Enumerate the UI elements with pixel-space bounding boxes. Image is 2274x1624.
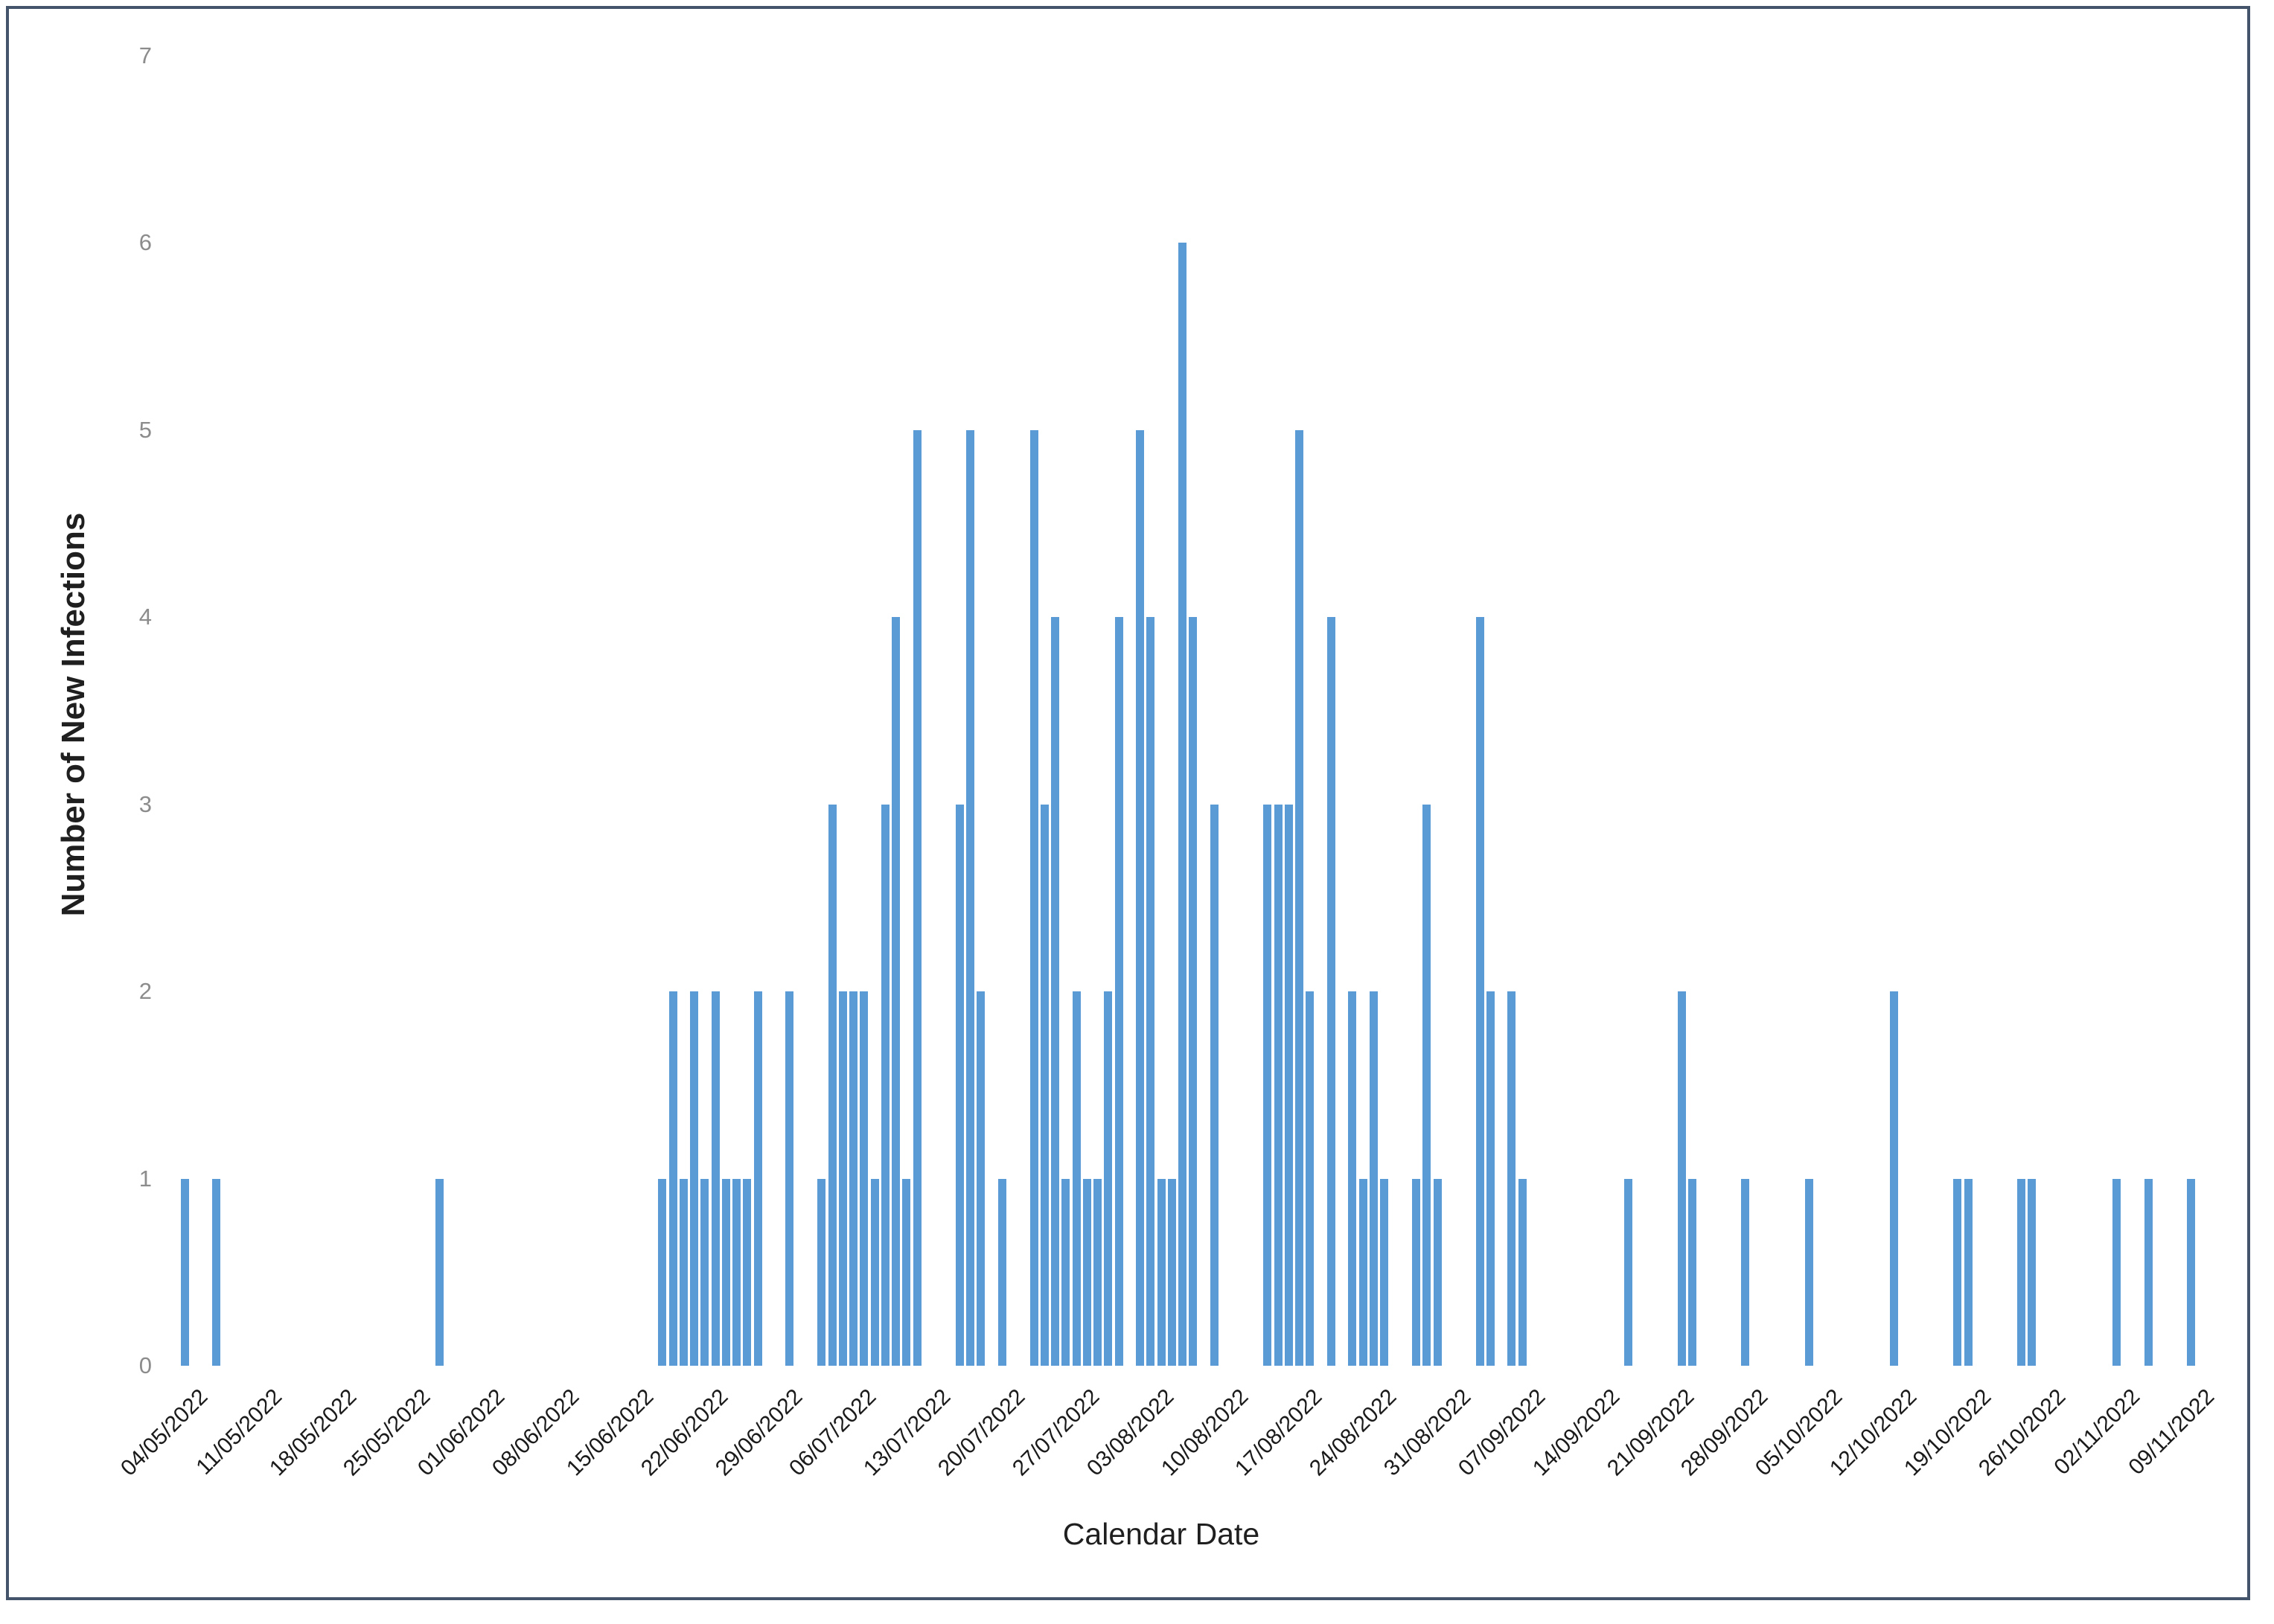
bar	[700, 1178, 709, 1366]
bar	[1380, 1178, 1389, 1366]
y-tick-label: 7	[138, 42, 152, 68]
bar	[1178, 243, 1187, 1366]
bar	[2187, 1178, 2196, 1366]
bar	[1507, 991, 1516, 1366]
bar	[785, 991, 794, 1366]
bar	[1486, 991, 1495, 1366]
bar	[1263, 804, 1272, 1366]
bar	[965, 429, 974, 1366]
bar	[2016, 1178, 2025, 1366]
bar	[1274, 804, 1283, 1366]
bar	[849, 991, 858, 1366]
bar	[1104, 991, 1113, 1366]
bar	[1157, 1178, 1166, 1366]
bar	[1433, 1178, 1442, 1366]
bar	[1295, 429, 1304, 1366]
bar	[1189, 617, 1198, 1366]
bar	[902, 1178, 911, 1366]
bar	[838, 991, 847, 1366]
bar	[1677, 991, 1686, 1366]
bar	[870, 1178, 879, 1366]
bar	[668, 991, 677, 1366]
bar	[1051, 617, 1060, 1366]
bar	[977, 991, 986, 1366]
bar	[881, 804, 890, 1366]
bar	[2028, 1178, 2037, 1366]
bar	[679, 1178, 688, 1366]
bar	[711, 991, 720, 1366]
bar	[2144, 1178, 2153, 1366]
bar	[180, 1178, 189, 1366]
bar	[860, 991, 869, 1366]
y-tick-label: 2	[138, 978, 152, 1004]
bar	[212, 1178, 221, 1366]
bar	[1475, 617, 1484, 1366]
bar	[1964, 1178, 1973, 1366]
bar	[1518, 1178, 1527, 1366]
y-tick-label: 3	[138, 790, 152, 817]
bar	[1804, 1178, 1813, 1366]
x-axis-title: Calendar Date	[1062, 1517, 1260, 1551]
y-tick-label: 6	[138, 229, 152, 255]
bar	[1624, 1178, 1633, 1366]
y-axis-title: Number of New Infections	[55, 512, 92, 917]
bar	[753, 991, 762, 1366]
bar	[1093, 1178, 1102, 1366]
chart-frame	[6, 6, 2250, 1600]
bar	[1741, 1178, 1750, 1366]
bar	[1082, 1178, 1091, 1366]
bar	[435, 1178, 444, 1366]
bar	[1167, 1178, 1176, 1366]
bar	[743, 1178, 752, 1366]
bar	[1061, 1178, 1070, 1366]
bar	[1146, 617, 1155, 1366]
y-tick-label: 5	[138, 416, 152, 443]
bar	[690, 991, 699, 1366]
bar	[1114, 617, 1123, 1366]
bar	[817, 1178, 826, 1366]
bar	[955, 804, 964, 1366]
bar	[1369, 991, 1378, 1366]
bar	[997, 1178, 1006, 1366]
bar	[1953, 1178, 1962, 1366]
bar	[2112, 1178, 2121, 1366]
bar	[721, 1178, 730, 1366]
bar	[1889, 991, 1898, 1366]
bar	[1284, 804, 1293, 1366]
bar	[1422, 804, 1431, 1366]
y-tick-label: 0	[138, 1352, 152, 1378]
bar	[1040, 804, 1049, 1366]
bar	[913, 429, 922, 1366]
bar	[1210, 804, 1219, 1366]
bar	[1358, 1178, 1367, 1366]
bar	[1348, 991, 1357, 1366]
bar	[828, 804, 837, 1366]
bar	[1687, 1178, 1696, 1366]
bar	[1072, 991, 1081, 1366]
bar	[732, 1178, 741, 1366]
bar	[1326, 617, 1335, 1366]
bar	[892, 617, 901, 1366]
y-tick-label: 1	[138, 1165, 152, 1192]
bar	[1411, 1178, 1420, 1366]
bar	[1136, 429, 1145, 1366]
y-tick-label: 4	[138, 604, 152, 630]
bar	[658, 1178, 667, 1366]
bar	[1306, 991, 1315, 1366]
bar	[1029, 429, 1038, 1366]
